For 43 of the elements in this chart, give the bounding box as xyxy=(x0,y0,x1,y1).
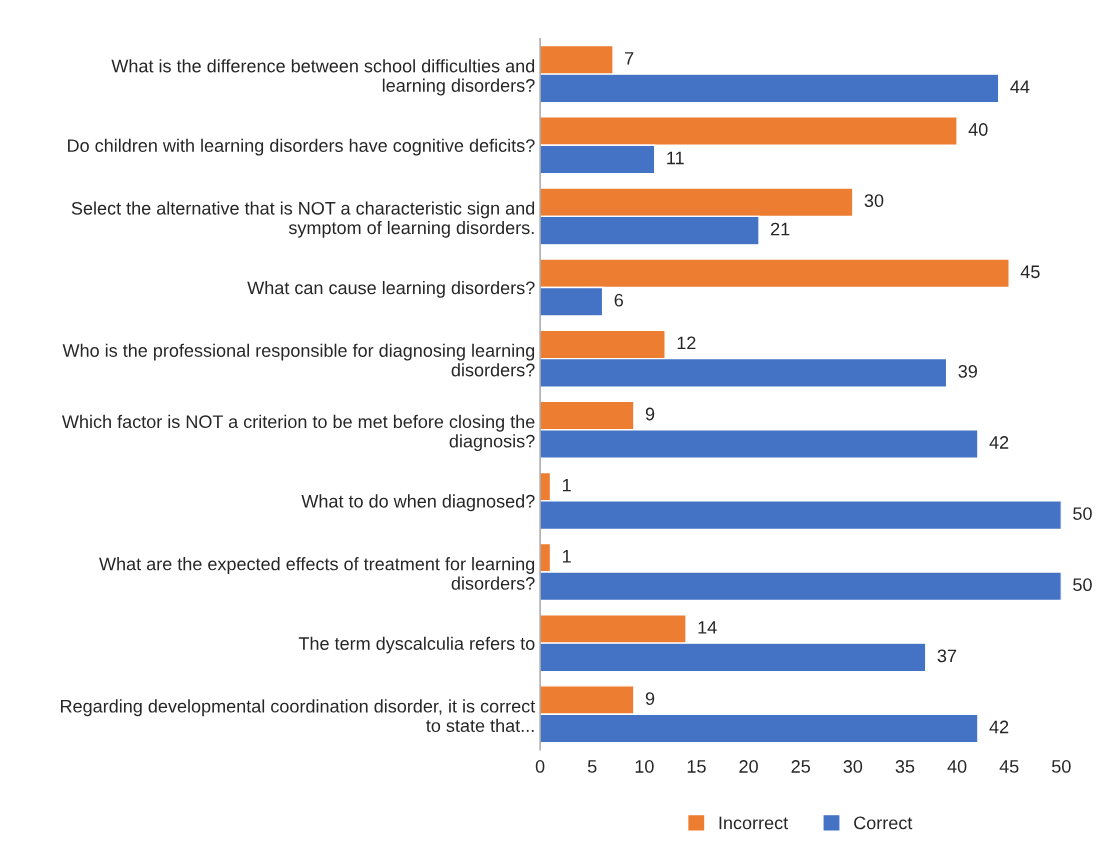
x-tick-label: 0 xyxy=(535,760,545,773)
x-tick-label: 20 xyxy=(739,760,758,773)
data-label: 50 xyxy=(1073,507,1092,520)
data-label: 11 xyxy=(667,151,684,165)
data-label: 9 xyxy=(645,407,655,421)
y-tick-label: What is the difference between school difficulties and learning disorders? xyxy=(111,59,535,96)
data-label: 21 xyxy=(771,222,790,236)
x-tick-label: 10 xyxy=(635,760,654,773)
y-tick-label: Who is the professional responsible for diagnosing learning disorders? xyxy=(62,343,535,377)
y-tick-label: What can cause learning disorders? xyxy=(247,280,535,298)
x-tick-label: 50 xyxy=(1051,760,1071,773)
y-tick-label: Do children with learning disorders have cognitive deficits? xyxy=(68,138,535,156)
data-label: 7 xyxy=(625,52,634,65)
data-label: 12 xyxy=(677,336,696,350)
y-tick-label: Regarding developmental coordination disorder, it is correct to state that... xyxy=(61,699,536,733)
x-tick-label: 25 xyxy=(791,760,810,773)
data-label: 30 xyxy=(864,194,884,208)
data-label: 14 xyxy=(698,621,717,634)
y-tick-label: Which factor is NOT a criterion to be met before closing the diagnosis? xyxy=(62,414,535,452)
x-tick-label: 40 xyxy=(947,760,967,773)
data-label: 45 xyxy=(1020,265,1040,279)
data-label: 1 xyxy=(563,550,571,563)
y-tick-label: Select the alternative that is NOT a characteristic sign and symptom of learning disorders. xyxy=(71,201,535,238)
x-tick-label: 35 xyxy=(895,760,915,773)
legend-label: Correct xyxy=(854,816,913,830)
data-label: 37 xyxy=(937,649,957,663)
data-label: 9 xyxy=(645,692,655,705)
x-tick-label: 5 xyxy=(587,760,597,773)
x-tick-label: 30 xyxy=(843,760,863,773)
y-tick-label: What to do when diagnosed? xyxy=(301,494,535,512)
legend-label: Incorrect xyxy=(719,816,789,830)
y-tick-label: What are the expected effects of treatment for learning disorders? xyxy=(99,557,535,590)
data-label: 50 xyxy=(1073,578,1092,592)
data-label: 1 xyxy=(563,478,571,492)
data-label: 39 xyxy=(958,364,977,378)
x-tick-label: 45 xyxy=(999,760,1019,773)
data-label: 6 xyxy=(614,293,623,307)
data-label: 44 xyxy=(1010,80,1030,94)
data-label: 42 xyxy=(989,720,1009,734)
x-tick-label: 15 xyxy=(687,760,706,773)
data-label: 40 xyxy=(968,123,988,136)
y-tick-label: The term dyscalculia refers to xyxy=(298,636,535,654)
data-label: 42 xyxy=(989,436,1009,449)
